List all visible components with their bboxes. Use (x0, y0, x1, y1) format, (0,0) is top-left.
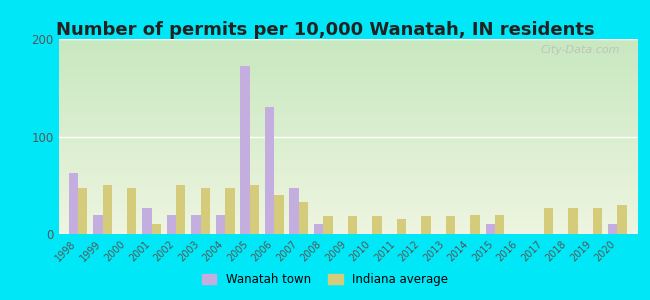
Bar (69, 172, 78, 234)
Bar (446, 217, 455, 234)
Bar (142, 208, 151, 234)
Bar (608, 224, 617, 234)
Bar (127, 188, 136, 234)
Bar (593, 208, 602, 234)
Bar (348, 217, 357, 234)
Bar (176, 185, 185, 234)
Bar (471, 214, 480, 234)
Bar (314, 224, 323, 234)
Bar (103, 185, 112, 234)
Bar (544, 208, 553, 234)
Bar (191, 214, 201, 234)
Bar (495, 214, 504, 234)
Bar (225, 188, 235, 234)
Bar (216, 214, 225, 234)
Bar (240, 66, 250, 234)
Bar (151, 224, 161, 234)
Bar (323, 217, 333, 234)
Bar (274, 195, 283, 234)
Bar (265, 107, 274, 234)
Bar (618, 205, 627, 234)
Bar (568, 208, 578, 234)
Bar (78, 188, 87, 234)
Bar (372, 217, 382, 234)
Text: City-Data.com: City-Data.com (540, 45, 619, 55)
Legend: Wanatah town, Indiana average: Wanatah town, Indiana average (197, 269, 453, 291)
Bar (201, 188, 210, 234)
Bar (299, 202, 308, 234)
Bar (486, 224, 495, 234)
Bar (167, 214, 176, 234)
Bar (421, 217, 430, 234)
Bar (289, 188, 299, 234)
Bar (94, 214, 103, 234)
Text: Number of permits per 10,000 Wanatah, IN residents: Number of permits per 10,000 Wanatah, IN… (56, 21, 594, 39)
Bar (396, 219, 406, 234)
Bar (250, 185, 259, 234)
